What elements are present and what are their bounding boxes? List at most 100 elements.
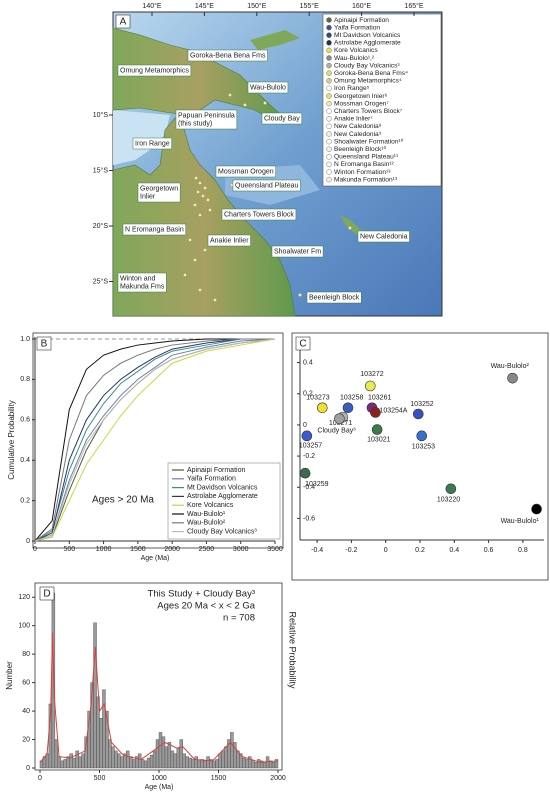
point-label: 103253 bbox=[412, 444, 435, 451]
map-label: Queensland Plateau bbox=[235, 182, 299, 189]
legend-label: Apinaipi Formation bbox=[334, 17, 389, 24]
histogram-bar bbox=[197, 760, 201, 769]
histogram-bar bbox=[170, 750, 175, 769]
sample-site bbox=[228, 93, 232, 97]
x-tick-label: 2000 bbox=[270, 775, 286, 782]
sample-site bbox=[198, 213, 202, 217]
histogram-bar bbox=[57, 756, 62, 769]
y2-axis-label: Relative Probability bbox=[288, 611, 298, 689]
point bbox=[371, 424, 383, 435]
x-axis-label: Age (Ma) bbox=[141, 555, 170, 562]
legend-label: Kore Volcanics bbox=[187, 502, 234, 509]
histogram-bar bbox=[262, 762, 267, 769]
map-panel bbox=[112, 11, 443, 317]
map-label: Papuan Peninsula bbox=[178, 112, 235, 119]
histogram-bar bbox=[75, 750, 79, 769]
histogram-bar bbox=[274, 759, 279, 769]
cdf-line bbox=[34, 338, 276, 542]
legend-marker bbox=[326, 108, 332, 114]
map-label: (this study) bbox=[178, 120, 212, 127]
histogram-bar bbox=[251, 760, 255, 769]
histogram-bar bbox=[215, 759, 219, 769]
legend-marker bbox=[326, 17, 332, 23]
panel-label-box bbox=[295, 336, 311, 351]
point-label: 103252 bbox=[410, 401, 433, 408]
point-label: Cloudy Bay³ bbox=[317, 428, 356, 435]
histogram-bar bbox=[93, 622, 97, 769]
lat-tick-label: 15°S bbox=[93, 166, 109, 174]
point-label: 103258 bbox=[340, 395, 363, 402]
map-label-box bbox=[137, 182, 181, 203]
legend-label: Kore Volcanics bbox=[334, 47, 378, 54]
point bbox=[507, 372, 518, 384]
sample-site bbox=[193, 258, 197, 262]
point bbox=[316, 402, 328, 414]
lon-tick-label: 160°E bbox=[352, 2, 371, 10]
histogram-bar bbox=[161, 736, 166, 769]
legend-label: Wau-Bulolo¹,² bbox=[334, 55, 375, 62]
legend-label: Mt Davidson Volcanics bbox=[187, 484, 258, 491]
lon-tick-label: 140°E bbox=[142, 2, 161, 10]
histogram-bar bbox=[120, 756, 124, 769]
map-label: N Eromanga Basin bbox=[125, 226, 184, 233]
legend-marker bbox=[326, 78, 332, 84]
legend-label: Iron Range⁵ bbox=[334, 85, 370, 92]
map-label-box bbox=[232, 179, 301, 192]
sample-site bbox=[348, 226, 352, 230]
x-tick-label: 0 bbox=[384, 547, 388, 554]
map-label: Beenleigh Block bbox=[309, 294, 360, 301]
lat-tick-label: 10°S bbox=[93, 111, 109, 119]
cdf-line bbox=[34, 338, 276, 542]
histogram-bar bbox=[256, 759, 261, 769]
map-label: Makunda Fms bbox=[120, 283, 165, 290]
legend-label: N Eromanga Basin¹² bbox=[334, 161, 395, 168]
sample-site bbox=[263, 101, 267, 105]
y-axis-label: Number bbox=[5, 661, 14, 690]
legend-label: Omung Metamorphics⁴ bbox=[334, 78, 402, 85]
legend-label: Cloudy Bay Volcanics³ bbox=[334, 62, 400, 69]
histogram-bar bbox=[140, 759, 145, 769]
lat-tick-label: 20°S bbox=[93, 222, 109, 230]
histogram-bar bbox=[212, 760, 216, 769]
point-label: 103259 bbox=[305, 481, 328, 488]
sample-site bbox=[188, 238, 192, 242]
map-label-box bbox=[221, 208, 297, 221]
y-tick-label: 0.8 bbox=[20, 376, 30, 383]
legend-label: Beenleigh Block¹⁰ bbox=[334, 145, 386, 153]
map-label-box bbox=[271, 245, 324, 258]
histogram-bar bbox=[173, 753, 178, 769]
histogram-bar bbox=[129, 756, 133, 769]
legend-marker bbox=[326, 40, 332, 46]
sample-site bbox=[201, 194, 205, 198]
map-label-box bbox=[306, 291, 362, 304]
point bbox=[334, 413, 345, 424]
histogram-bar bbox=[72, 757, 76, 769]
annotation: n = 708 bbox=[223, 613, 255, 624]
histogram-bar bbox=[167, 742, 172, 769]
map-label-box bbox=[207, 234, 251, 247]
x-tick-label: 0.2 bbox=[415, 547, 425, 554]
histogram-bar bbox=[191, 759, 195, 769]
histogram-bar bbox=[137, 753, 142, 769]
histogram-bar bbox=[221, 750, 225, 769]
legend-marker bbox=[326, 24, 332, 31]
map-label-box bbox=[117, 272, 167, 293]
map-label: Mossman Orogen bbox=[218, 168, 274, 175]
y-tick-label: 0.6 bbox=[20, 417, 30, 424]
panel-c-frame bbox=[291, 332, 549, 581]
point bbox=[531, 503, 542, 515]
histogram-bar bbox=[108, 739, 112, 769]
x-tick-label: 0.8 bbox=[518, 547, 528, 554]
histogram-bar bbox=[63, 759, 67, 769]
legend-marker bbox=[326, 32, 332, 38]
map-label-box bbox=[122, 223, 187, 236]
legend-label: Charters Towers Block⁷ bbox=[334, 108, 403, 115]
map-legend-box bbox=[322, 13, 442, 187]
histogram-bar bbox=[143, 760, 148, 769]
legend-marker bbox=[326, 146, 332, 152]
legend-label: Mt Davidson Volcanics bbox=[334, 32, 401, 39]
panel-d-frame bbox=[34, 582, 283, 771]
x-tick-label: 500 bbox=[94, 775, 106, 782]
histogram-bar bbox=[114, 750, 118, 769]
histogram-bar bbox=[253, 762, 258, 769]
